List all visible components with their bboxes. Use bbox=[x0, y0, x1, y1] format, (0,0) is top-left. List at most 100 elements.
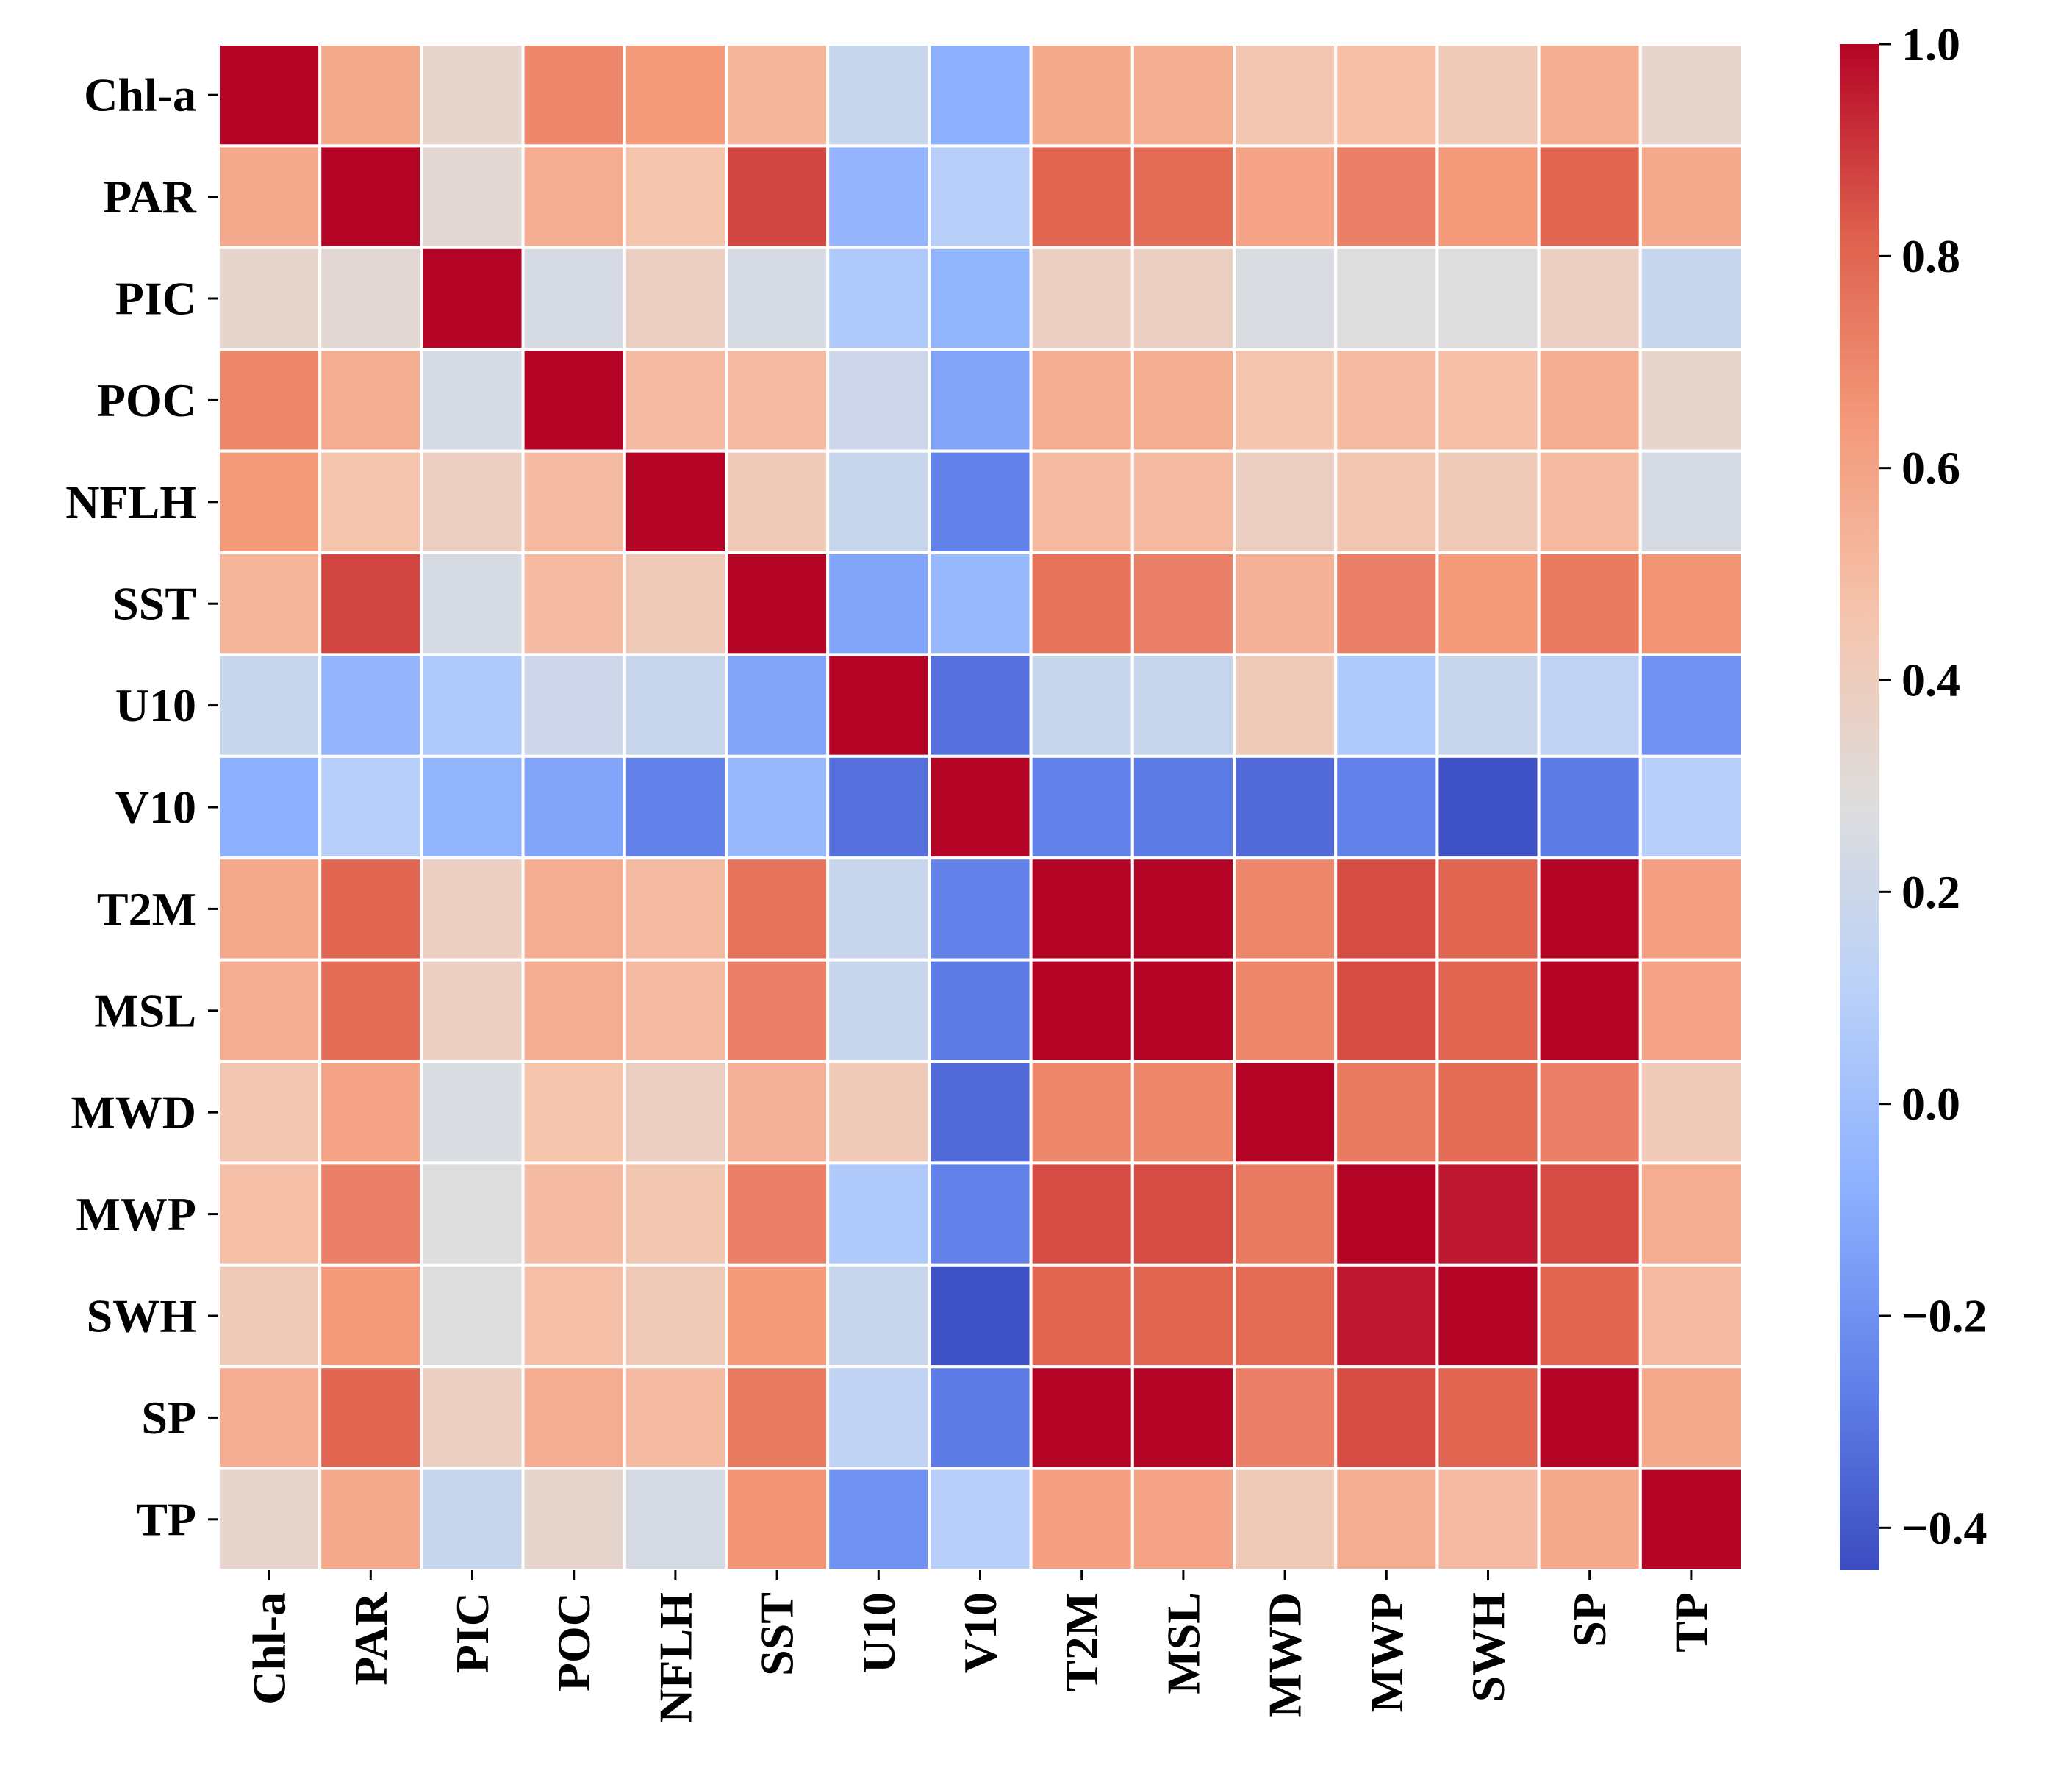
heatmap-cell-MWD-MSL bbox=[1130, 1060, 1236, 1165]
heatmap-cell-MSL-PIC bbox=[420, 958, 525, 1063]
heatmap-cell-Chl-a-V10 bbox=[928, 43, 1033, 148]
heatmap-cell-SWH-MWP bbox=[1334, 1263, 1439, 1369]
heatmap-cell-SP-NFLH bbox=[623, 1365, 728, 1470]
heatmap-cell-MWD-PIC bbox=[420, 1060, 525, 1165]
heatmap-cell-NFLH-PAR bbox=[318, 449, 423, 554]
heatmap-cell-MWP-MWD bbox=[1233, 1161, 1338, 1267]
heatmap-cell-SST-SWH bbox=[1435, 551, 1541, 656]
heatmap-cell-SST-MSL bbox=[1130, 551, 1236, 656]
heatmap-cell-MWP-MWP bbox=[1334, 1161, 1439, 1267]
heatmap-cell-V10-SST bbox=[725, 754, 830, 860]
heatmap-cell-PAR-V10 bbox=[928, 144, 1033, 249]
heatmap-cell-POC-SST bbox=[725, 348, 830, 453]
col-label-PIC: PIC bbox=[446, 1592, 498, 1673]
heatmap-cell-SP-SP bbox=[1537, 1365, 1642, 1470]
colorbar-tick-label: 0.6 bbox=[1901, 442, 1960, 494]
heatmap-cell-MWP-V10 bbox=[928, 1161, 1033, 1267]
heatmap-cell-POC-SWH bbox=[1435, 348, 1541, 453]
heatmap-cell-SST-MWP bbox=[1334, 551, 1439, 656]
heatmap-cell-MSL-POC bbox=[521, 958, 626, 1063]
heatmap-cell-MWP-U10 bbox=[826, 1161, 931, 1267]
heatmap-cell-T2M-V10 bbox=[928, 856, 1033, 962]
heatmap-cell-NFLH-MWP bbox=[1334, 449, 1439, 554]
heatmap-cell-Chl-a-NFLH bbox=[623, 43, 728, 148]
col-label-SST: SST bbox=[751, 1592, 803, 1676]
heatmap-cell-MSL-MWD bbox=[1233, 958, 1338, 1063]
heatmap-cell-V10-NFLH bbox=[623, 754, 728, 860]
heatmap-cell-NFLH-SP bbox=[1537, 449, 1642, 554]
heatmap-cell-T2M-TP bbox=[1638, 856, 1744, 962]
heatmap-cell-MWP-PAR bbox=[318, 1161, 423, 1267]
heatmap-cell-MWP-MSL bbox=[1130, 1161, 1236, 1267]
heatmap-cell-TP-NFLH bbox=[623, 1467, 728, 1572]
colorbar-tick-label: −0.4 bbox=[1901, 1502, 1987, 1554]
heatmap-cell-V10-SWH bbox=[1435, 754, 1541, 860]
heatmap-cell-SST-SP bbox=[1537, 551, 1642, 656]
heatmap-cell-MWD-TP bbox=[1638, 1060, 1744, 1165]
heatmap-cell-TP-PIC bbox=[420, 1467, 525, 1572]
col-label-POC: POC bbox=[548, 1592, 600, 1691]
row-label-SP: SP bbox=[141, 1392, 196, 1444]
heatmap-cell-PAR-T2M bbox=[1029, 144, 1134, 249]
heatmap-cell-MWD-SP bbox=[1537, 1060, 1642, 1165]
heatmap-cell-SWH-MWD bbox=[1233, 1263, 1338, 1369]
heatmap-cell-PAR-Chl-a bbox=[217, 144, 322, 249]
heatmap-cell-PAR-PIC bbox=[420, 144, 525, 249]
heatmap-cell-MWD-MWP bbox=[1334, 1060, 1439, 1165]
heatmap-cell-Chl-a-SWH bbox=[1435, 43, 1541, 148]
heatmap-cell-T2M-NFLH bbox=[623, 856, 728, 962]
heatmap-cell-SST-TP bbox=[1638, 551, 1744, 656]
col-label-SP: SP bbox=[1563, 1592, 1616, 1647]
heatmap-cell-MWD-PAR bbox=[318, 1060, 423, 1165]
heatmap-cell-TP-V10 bbox=[928, 1467, 1033, 1572]
heatmap-cell-V10-SP bbox=[1537, 754, 1642, 860]
heatmap-cell-PIC-PIC bbox=[420, 246, 525, 351]
heatmap-cell-SP-MWD bbox=[1233, 1365, 1338, 1470]
heatmap-cell-MSL-SP bbox=[1537, 958, 1642, 1063]
heatmap-cell-TP-SST bbox=[725, 1467, 830, 1572]
heatmap-cell-V10-POC bbox=[521, 754, 626, 860]
heatmap-cell-T2M-SWH bbox=[1435, 856, 1541, 962]
heatmap-cell-NFLH-MSL bbox=[1130, 449, 1236, 554]
heatmap-cell-SST-SST bbox=[725, 551, 830, 656]
heatmap-cell-MSL-V10 bbox=[928, 958, 1033, 1063]
heatmap-cell-PAR-MWD bbox=[1233, 144, 1338, 249]
heatmap-cell-U10-T2M bbox=[1029, 653, 1134, 758]
row-label-PIC: PIC bbox=[115, 273, 196, 325]
col-label-MWP: MWP bbox=[1361, 1592, 1413, 1713]
heatmap-cell-V10-MWD bbox=[1233, 754, 1338, 860]
heatmap-cell-PIC-SWH bbox=[1435, 246, 1541, 351]
colorbar-tick-label: 0.2 bbox=[1901, 866, 1960, 918]
row-label-SWH: SWH bbox=[87, 1290, 196, 1342]
heatmap-cell-U10-MWP bbox=[1334, 653, 1439, 758]
heatmap-cell-NFLH-PIC bbox=[420, 449, 525, 554]
heatmap-cell-SP-V10 bbox=[928, 1365, 1033, 1470]
heatmap-cell-MWP-SP bbox=[1537, 1161, 1642, 1267]
heatmap-cell-SST-NFLH bbox=[623, 551, 728, 656]
row-label-PAR: PAR bbox=[103, 171, 197, 223]
heatmap-cell-V10-MWP bbox=[1334, 754, 1439, 860]
colorbar-gradient bbox=[1840, 44, 1879, 1570]
heatmap-cell-TP-MWD bbox=[1233, 1467, 1338, 1572]
heatmap-cell-NFLH-Chl-a bbox=[217, 449, 322, 554]
heatmap-cell-MWP-PIC bbox=[420, 1161, 525, 1267]
heatmap-cell-V10-TP bbox=[1638, 754, 1744, 860]
heatmap-cell-PAR-SST bbox=[725, 144, 830, 249]
col-label-U10: U10 bbox=[853, 1592, 905, 1673]
heatmap-cell-T2M-MWD bbox=[1233, 856, 1338, 962]
heatmap-cell-SST-Chl-a bbox=[217, 551, 322, 656]
heatmap-cell-TP-Chl-a bbox=[217, 1467, 322, 1572]
heatmap-cells bbox=[217, 43, 1744, 1572]
heatmap-cell-SP-MWP bbox=[1334, 1365, 1439, 1470]
heatmap-cell-SWH-PAR bbox=[318, 1263, 423, 1369]
heatmap-cell-MSL-TP bbox=[1638, 958, 1744, 1063]
colorbar-tick-label: 0.8 bbox=[1901, 230, 1960, 282]
colorbar-tick-label: 0.0 bbox=[1901, 1078, 1960, 1130]
heatmap-cell-MWD-SST bbox=[725, 1060, 830, 1165]
heatmap-cell-SWH-V10 bbox=[928, 1263, 1033, 1369]
heatmap-cell-TP-SP bbox=[1537, 1467, 1642, 1572]
heatmap-cell-Chl-a-MSL bbox=[1130, 43, 1236, 148]
heatmap-cell-NFLH-NFLH bbox=[623, 449, 728, 554]
heatmap-cell-Chl-a-MWP bbox=[1334, 43, 1439, 148]
